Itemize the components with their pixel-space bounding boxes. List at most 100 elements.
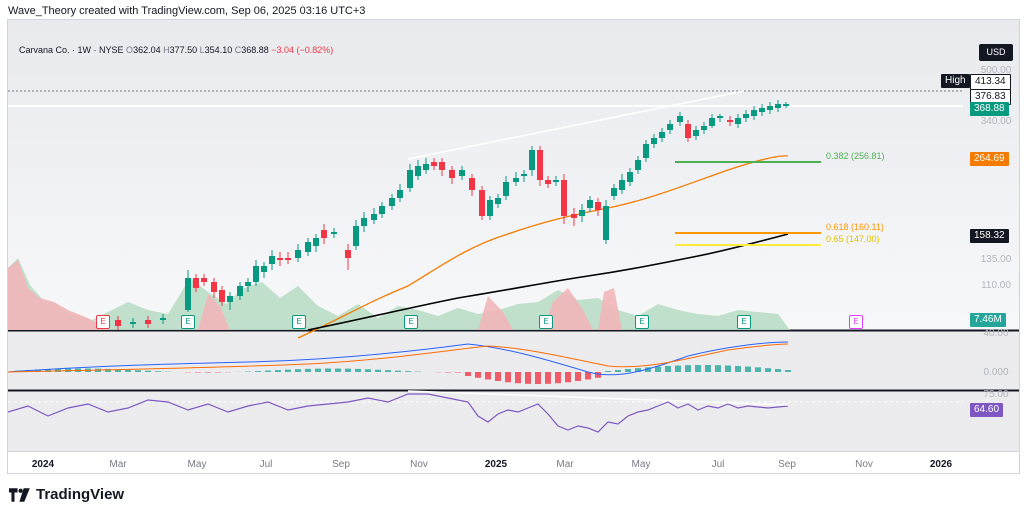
time-axis-label: 2026 <box>930 459 953 470</box>
fib-65-label: 0.65 (147.00) <box>826 234 880 244</box>
candle-body <box>529 150 535 170</box>
candle-body <box>211 282 217 292</box>
candle-body <box>677 116 683 122</box>
candle-body <box>659 132 665 138</box>
candle-body <box>651 138 657 144</box>
candle-body <box>321 230 327 238</box>
candle-body <box>313 238 319 246</box>
volume-tag: 7.46M <box>970 313 1006 327</box>
legend-low-label: L <box>199 45 205 55</box>
currency-button[interactable]: USD <box>979 44 1013 61</box>
candle-body <box>619 180 625 190</box>
candle-body <box>431 162 437 166</box>
time-axis-label: May <box>632 459 651 470</box>
candle-body <box>397 190 403 198</box>
macd-histogram-bar <box>385 370 391 372</box>
macd-line <box>8 341 789 376</box>
candle-body <box>579 210 585 216</box>
rsi-divergence-line <box>407 390 789 406</box>
candle-body <box>685 124 691 138</box>
candle-body <box>611 188 617 196</box>
candle-body <box>361 218 367 226</box>
earnings-badge[interactable]: E <box>539 315 553 329</box>
earnings-badge[interactable]: E <box>635 315 649 329</box>
candle-body <box>595 202 601 210</box>
candle-body <box>353 226 359 246</box>
candle-body <box>553 180 559 182</box>
candle-body <box>759 108 765 112</box>
earnings-badge[interactable]: E <box>96 315 110 329</box>
legend-symbol[interactable]: Carvana Co. · 1W · NYSE <box>19 45 124 55</box>
candle-body <box>767 106 773 110</box>
ema50-line <box>297 155 789 339</box>
macd-histogram-bar <box>495 372 501 381</box>
candle-body <box>693 130 699 136</box>
high-label-tag: High <box>941 74 970 88</box>
earnings-badge[interactable]: E <box>404 315 418 329</box>
macd-histogram-bar <box>45 369 51 372</box>
candle-body <box>145 320 151 324</box>
legend-high: 377.50 <box>169 45 198 55</box>
candle-body <box>379 206 385 214</box>
macd-histogram-bar <box>465 372 471 376</box>
macd-histogram-bar <box>655 366 661 372</box>
macd-histogram-bar <box>35 369 41 372</box>
macd-histogram-bar <box>725 365 731 372</box>
earnings-badge[interactable]: E <box>737 315 751 329</box>
candle-body <box>389 198 395 206</box>
legend-close: 368.88 <box>241 45 269 55</box>
candle-body <box>459 170 465 176</box>
time-axis-label: Jul <box>712 459 725 470</box>
candle-body <box>371 214 377 220</box>
macd-histogram-bar <box>375 369 381 372</box>
candle-body <box>487 200 493 216</box>
candle-body <box>545 180 551 184</box>
macd-histogram-bar <box>395 370 401 372</box>
macd-histogram-bar <box>625 369 631 372</box>
macd-histogram-bar <box>285 369 291 372</box>
price-axis-label: 500.00 <box>981 65 1012 76</box>
candle-body <box>415 166 421 176</box>
macd-histogram-bar <box>295 369 301 372</box>
time-axis-label: Sep <box>778 459 796 470</box>
ema50-tag: 264.69 <box>970 152 1009 166</box>
earnings-badge[interactable]: E <box>849 315 863 329</box>
candle-body <box>115 320 121 326</box>
macd-histogram-bar <box>535 372 541 384</box>
candle-body <box>193 278 199 288</box>
macd-histogram-bar <box>615 370 621 372</box>
candle-body <box>253 266 259 282</box>
macd-histogram-bar <box>525 372 531 384</box>
chart-frame[interactable]: 0.382 (256.81) 0.618 (160.11) 0.65 (147.00… <box>7 19 1020 474</box>
symbol-legend[interactable]: Carvana Co. · 1W · NYSE O362.04 H377.50 … <box>19 45 333 55</box>
upper-trendline <box>407 90 745 160</box>
candle-body <box>305 242 311 252</box>
macd-histogram-bar <box>405 371 411 372</box>
price-axis-label: 40.00 <box>983 328 1008 339</box>
macd-histogram-bar <box>115 369 121 372</box>
price-axis-label: 75.00 <box>983 389 1008 400</box>
chart-canvas[interactable]: 0.382 (256.81) 0.618 (160.11) 0.65 (147.00… <box>8 20 1020 474</box>
candle-body <box>269 256 275 264</box>
macd-signal-line <box>8 343 789 373</box>
macd-histogram-bar <box>635 368 641 372</box>
candle-body <box>667 124 673 130</box>
earnings-badge[interactable]: E <box>292 315 306 329</box>
high-value-tag: 413.34 <box>970 74 1011 90</box>
earnings-badge[interactable]: E <box>181 315 195 329</box>
legend-low: 354.10 <box>204 45 233 55</box>
candle-body <box>439 162 445 170</box>
price-axis-label: 340.00 <box>981 116 1012 127</box>
candle-body <box>701 126 707 130</box>
candle-body <box>709 118 715 126</box>
candle-body <box>449 170 455 178</box>
time-axis-label: Jul <box>260 459 273 470</box>
macd-histogram-bar <box>145 370 151 372</box>
macd-histogram-bar <box>605 371 611 372</box>
macd-histogram-bar <box>305 368 311 372</box>
tradingview-logo-icon <box>9 487 30 502</box>
macd-histogram-bar <box>255 371 261 372</box>
candle-body <box>643 144 649 158</box>
price-axis-label: 0.000 <box>983 367 1008 378</box>
macd-histogram-bar <box>105 368 111 372</box>
